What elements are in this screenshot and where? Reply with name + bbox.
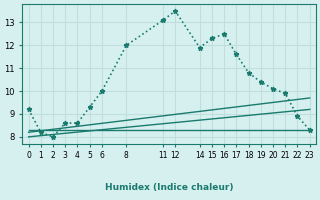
X-axis label: Humidex (Indice chaleur): Humidex (Indice chaleur): [105, 183, 233, 192]
